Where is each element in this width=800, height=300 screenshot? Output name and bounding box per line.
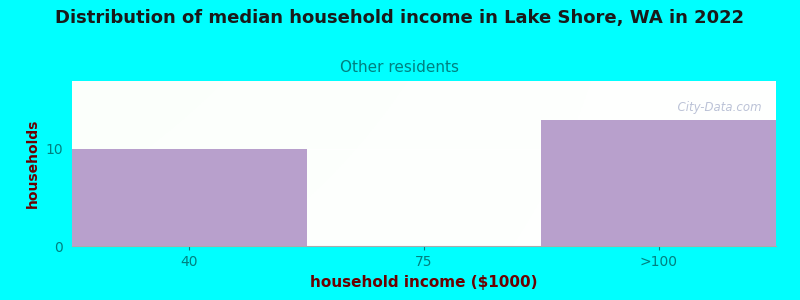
Y-axis label: households: households [26, 119, 40, 208]
Bar [542, 120, 776, 246]
Text: City-Data.com: City-Data.com [670, 101, 762, 114]
X-axis label: household income ($1000): household income ($1000) [310, 274, 538, 290]
Bar [72, 149, 306, 246]
Text: Other residents: Other residents [341, 60, 459, 75]
Text: Distribution of median household income in Lake Shore, WA in 2022: Distribution of median household income … [55, 9, 745, 27]
